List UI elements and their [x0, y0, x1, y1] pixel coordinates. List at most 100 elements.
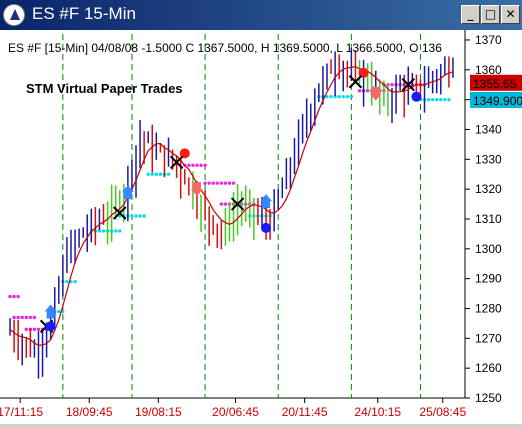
indicator-dot [219, 181, 224, 185]
indicator-dot [20, 315, 24, 320]
indicator-dot [227, 181, 232, 185]
time-tick-label: 25/08:45 [419, 405, 466, 419]
indicator-dot [36, 327, 41, 332]
chart-annotation: STM Virtual Paper Trades [26, 81, 183, 96]
maximize-button[interactable]: □ [481, 5, 500, 24]
indicator-dot [223, 181, 228, 185]
indicator-dot [16, 315, 20, 320]
indicator-dot [32, 327, 37, 332]
indicator-dot [138, 214, 142, 218]
indicator-dot [223, 202, 228, 206]
price-tag-box [470, 74, 522, 91]
price-tick-label: 1250 [475, 391, 502, 405]
indicator-dot [430, 97, 435, 102]
indicator-dot [333, 94, 337, 99]
time-tick-label: 20/11:45 [282, 405, 328, 419]
app-logo-icon[interactable] [3, 4, 25, 26]
sell-dot-marker [358, 67, 369, 78]
exit-cross-mark [230, 197, 245, 211]
indicator-dot [349, 94, 354, 99]
exit-cross-mark [401, 78, 415, 92]
indicator-dot [150, 172, 154, 176]
price-tag-label: 1355.65 [473, 77, 517, 91]
indicator-dot [130, 214, 134, 218]
price-tick-label: 1360 [475, 63, 502, 77]
indicator-dot [65, 279, 69, 284]
price-tick-label: 1330 [475, 152, 502, 166]
indicator-dot [325, 94, 329, 99]
time-tick-label: 17/11:15 [0, 405, 43, 419]
price-tags: 1355.65 1349.900 [470, 74, 522, 108]
time-axis-labels: 17/11:15 18/09:45 19/08:15 20/06:45 20/11:45… [0, 398, 466, 419]
exit-cross-mark [169, 155, 184, 170]
indicator-dot [73, 279, 77, 284]
indicator-dot [12, 315, 16, 320]
indicator-dot [146, 172, 150, 176]
indicator-dot [16, 294, 20, 299]
buy-arrow-marker [121, 185, 134, 200]
indicator-dot [113, 229, 118, 233]
indicator-dot [219, 202, 224, 206]
time-tick-label: 19/08:15 [135, 405, 182, 419]
indicator-dot [203, 181, 207, 185]
indicator-dot [207, 181, 211, 185]
indicator-dot [203, 163, 207, 167]
indicator-dot [365, 88, 370, 93]
buy-dot-marker [261, 222, 272, 233]
indicator-dot [337, 94, 341, 99]
sell-dot-marker [179, 148, 190, 159]
indicator-dot [24, 327, 28, 332]
price-tag-label: 1349.900 [473, 94, 522, 108]
price-tag-box [470, 91, 522, 108]
indicator-dot [231, 181, 236, 185]
time-tick-label: 20/06:45 [212, 405, 259, 419]
price-tick-label: 1340 [475, 122, 502, 136]
price-tick-label: 1260 [475, 361, 502, 375]
indicator-dot [8, 294, 12, 299]
indicator-dot [443, 97, 447, 102]
price-tick-label: 1280 [475, 301, 502, 315]
window-title: ES #F 15-Min [32, 4, 136, 23]
price-tick-label: 1290 [475, 272, 502, 286]
trade-markers [39, 67, 422, 334]
buy-arrow-marker [44, 304, 57, 319]
indicator-dot [97, 229, 102, 233]
indicator-dot [211, 181, 215, 185]
buy-dot-marker [45, 321, 56, 332]
exit-cross-mark [348, 75, 363, 89]
indicator-dot [191, 163, 195, 167]
indicator-dot [32, 315, 37, 320]
moving-average-line [9, 66, 454, 346]
indicator-dot [357, 88, 362, 93]
close-button[interactable]: ✕ [501, 5, 520, 24]
chart-canvas[interactable]: 1250 1260 1270 1280 1290 1300 1310 1320 1330 1340… [0, 30, 522, 424]
indicator-dot [134, 214, 138, 218]
chart-info-line: ES #F [15-Min] 04/08/08 -1.5000 C 1367.5… [8, 41, 442, 55]
price-bars [9, 48, 454, 379]
indicator-dot [447, 97, 451, 102]
time-tick-label: 24/10:15 [354, 405, 401, 419]
indicator-dot [435, 97, 439, 102]
indicator-dot [187, 163, 191, 167]
price-tick-label: 1370 [475, 33, 502, 47]
indicator-dot [195, 163, 199, 167]
indicator-dot [341, 94, 345, 99]
price-chart[interactable]: 1250 1260 1270 1280 1290 1300 1310 1320 1330 1340… [0, 30, 522, 424]
moving-average [9, 66, 454, 346]
title-bar[interactable]: ES #F 15-Min _ □ ✕ [0, 0, 522, 30]
minimize-button[interactable]: _ [461, 5, 480, 24]
price-tick-label: 1320 [475, 182, 502, 196]
indicator-dot [426, 97, 431, 102]
exit-cross-mark [113, 206, 127, 220]
indicator-dot [345, 94, 350, 99]
price-tick-label: 1300 [475, 242, 502, 256]
indicator-dot [199, 163, 203, 167]
indicator-dot [12, 294, 16, 299]
time-tick-label: 18/09:45 [66, 405, 113, 419]
price-tick-label: 1310 [475, 212, 502, 226]
price-tick-label: 1270 [475, 331, 502, 345]
indicator-dot [158, 172, 163, 176]
indicator-dot [215, 181, 219, 185]
indicator-dot [101, 229, 106, 233]
